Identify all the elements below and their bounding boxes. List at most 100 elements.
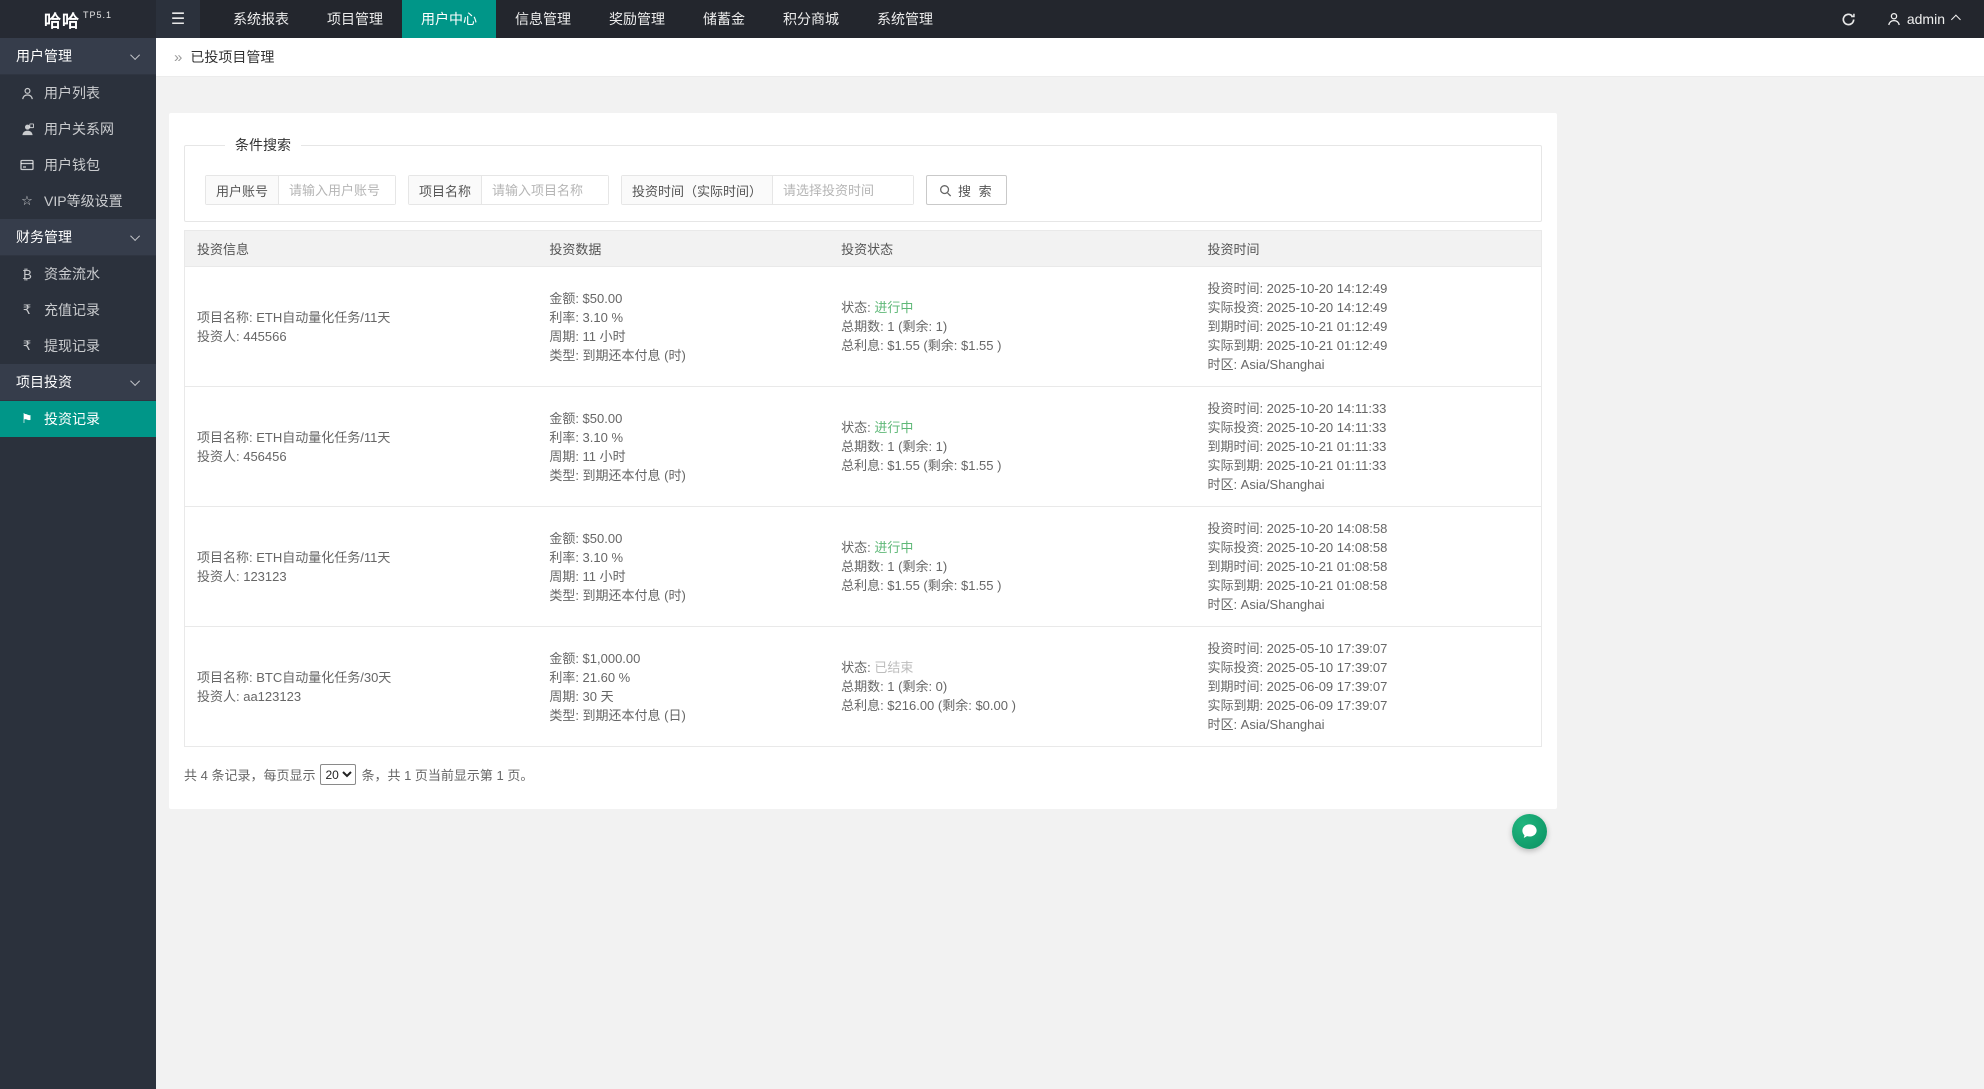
sidebar-item-recharge-records[interactable]: ₹ 充值记录 [0,292,156,328]
sidebar-item-user-list[interactable]: 用户列表 [0,75,156,111]
refresh-icon-glyph [1842,12,1856,25]
sidebar-section-user-manage[interactable]: 用户管理 [0,38,156,75]
cell-invest-time: 投资时间: 2025-10-20 14:11:33 实际投资: 2025-10-… [1195,386,1542,507]
sidebar-item-user-network[interactable]: 用户关系网 [0,111,156,147]
user-menu[interactable]: admin [1877,0,1984,38]
customer-service-button[interactable] [1512,814,1547,849]
timezone: 时区: Asia/Shanghai [1207,357,1325,372]
chevron-down-icon [130,375,141,386]
search-button-label: 搜 索 [958,183,994,199]
wallet-card-icon [19,159,35,171]
top-menu-item-user-center[interactable]: 用户中心 [402,0,496,38]
sidebar-item-label: 提现记录 [44,338,100,354]
investor: 投资人: 123123 [197,568,287,584]
investor: 投资人: 445566 [197,328,287,344]
rupee-icon: ₹ [22,302,32,317]
record-count-text: 共 4 条记录，每页显示 [184,768,316,783]
timezone: 时区: Asia/Shanghai [1207,477,1325,492]
cell-invest-status: 状态: 已结束 总期数: 1 (剩余: 0) 总利息: $216.00 (剩余:… [829,626,1196,747]
page-info-text: 条，共 1 页当前显示第 1 页。 [361,768,534,783]
amount: 金额: $50.00 [549,290,623,306]
sidebar-item-withdraw-records[interactable]: ₹ 提现记录 [0,328,156,364]
cell-invest-time: 投资时间: 2025-10-20 14:12:49 实际投资: 2025-10-… [1195,266,1542,387]
search-group-invest-time: 投资时间（实际时间） [621,175,915,205]
sidebar-item-vip-level[interactable]: ☆ VIP等级设置 [0,183,156,219]
total-periods: 总期数: 1 (剩余: 1) [841,319,948,334]
search-button[interactable]: 搜 索 [926,175,1007,205]
status-label: 状态: [841,540,871,555]
search-group-account: 用户账号 [205,175,397,205]
sidebar-item-invest-records[interactable]: ⚑ 投资记录 [0,401,156,437]
main-area: » 已投项目管理 条件搜索 用户账号 项目名称 投资时间（实际时间） [156,38,1984,1089]
page-title: 已投项目管理 [190,49,275,65]
invest-records-table: 投资信息 投资数据 投资状态 投资时间 项目名称: ETH自动量化任务/11天 … [184,230,1542,747]
search-row: 用户账号 项目名称 投资时间（实际时间） 搜 索 [205,175,1521,205]
breadcrumb-arrow-icon: » [174,48,183,66]
type: 类型: 到期还本付息 (时) [549,467,686,483]
per-page-select[interactable]: 20 [320,764,357,785]
refresh-icon[interactable] [1821,0,1877,38]
top-menu: 系统报表 项目管理 用户中心 信息管理 奖励管理 储蓄金 积分商城 系统管理 [214,0,952,38]
rate: 利率: 21.60 % [549,669,631,685]
hamburger-menu-icon[interactable]: ☰ [156,0,200,38]
invest-time-input[interactable] [773,176,914,204]
period: 周期: 11 小时 [549,448,626,464]
top-menu-item-points-mall[interactable]: 积分商城 [783,11,839,27]
sidebar-section-project-invest[interactable]: 项目投资 [0,364,156,401]
timezone: 时区: Asia/Shanghai [1207,597,1325,612]
top-menu-item-savings[interactable]: 储蓄金 [703,11,745,27]
total-interest: 总利息: $216.00 (剩余: $0.00 ) [841,698,1016,713]
search-icon [940,184,952,197]
timezone: 时区: Asia/Shanghai [1207,717,1325,732]
top-menu-item-system-manage[interactable]: 系统管理 [877,11,933,27]
project-name-input[interactable] [482,176,609,204]
account-input[interactable] [279,176,396,204]
status-line: 状态: 进行中 [841,418,1183,437]
cell-invest-time: 投资时间: 2025-10-20 14:08:58 实际投资: 2025-10-… [1195,506,1542,627]
content-panel: 条件搜索 用户账号 项目名称 投资时间（实际时间） [169,113,1557,809]
status-label: 状态: [841,660,871,675]
breadcrumb: » 已投项目管理 [156,38,1984,77]
table-row: 项目名称: ETH自动量化任务/11天 投资人: 445566 金额: $50.… [184,266,1542,387]
search-fieldset: 条件搜索 用户账号 项目名称 投资时间（实际时间） [184,135,1542,222]
sidebar-item-label: 用户钱包 [44,157,100,173]
sidebar-item-label: 资金流水 [44,266,100,282]
invest-time: 投资时间: 2025-10-20 14:12:49 [1207,281,1388,296]
user-icon [1888,12,1900,26]
cell-invest-status: 状态: 进行中 总期数: 1 (剩余: 1) 总利息: $1.55 (剩余: $… [829,386,1196,507]
sidebar-item-label: 用户关系网 [44,121,114,137]
top-menu-item-project-manage[interactable]: 项目管理 [327,11,383,27]
users-icon [19,122,35,136]
sidebar: 用户管理 用户列表 用户关系网 用户钱包 ☆ VIP等级设置 财务管理 ₿ 资金… [0,38,156,1089]
status-badge: 进行中 [874,420,914,435]
bitcoin-icon: ₿ [22,266,32,282]
rate: 利率: 3.10 % [549,309,624,325]
top-menu-item-info-manage[interactable]: 信息管理 [515,11,571,27]
chevron-down-icon [130,230,141,241]
cell-invest-data: 金额: $50.00 利率: 3.10 % 周期: 11 小时 类型: 到期还本… [537,506,830,627]
cell-invest-status: 状态: 进行中 总期数: 1 (剩余: 1) 总利息: $1.55 (剩余: $… [829,506,1196,627]
user-name: admin [1906,11,1945,27]
cell-invest-data: 金额: $50.00 利率: 3.10 % 周期: 11 小时 类型: 到期还本… [537,266,830,387]
invest-time: 投资时间: 2025-10-20 14:11:33 [1207,401,1387,416]
cell-invest-data: 金额: $50.00 利率: 3.10 % 周期: 11 小时 类型: 到期还本… [537,386,830,507]
status-label: 状态: [841,420,871,435]
status-badge: 进行中 [874,540,914,555]
sidebar-section-finance-manage[interactable]: 财务管理 [0,219,156,256]
search-group-project: 项目名称 [408,175,610,205]
app-logo-version: TP5.1 [82,10,112,20]
top-menu-item-system-report[interactable]: 系统报表 [233,11,289,27]
sidebar-item-fund-flow[interactable]: ₿ 资金流水 [0,256,156,292]
investor: 投资人: 456456 [197,448,287,464]
col-header-invest-time: 投资时间 [1195,230,1542,267]
type: 类型: 到期还本付息 (时) [549,347,686,363]
table-row: 项目名称: BTC自动量化任务/30天 投资人: aa123123 金额: $1… [184,626,1542,747]
top-menu-item-reward-manage[interactable]: 奖励管理 [609,11,665,27]
sidebar-item-user-wallet[interactable]: 用户钱包 [0,147,156,183]
status-badge: 已结束 [874,660,914,675]
flag-icon: ⚑ [21,411,33,426]
type: 类型: 到期还本付息 (日) [549,707,686,723]
account-field-label: 用户账号 [206,176,280,204]
col-header-invest-info: 投资信息 [184,230,538,267]
rate: 利率: 3.10 % [549,549,624,565]
